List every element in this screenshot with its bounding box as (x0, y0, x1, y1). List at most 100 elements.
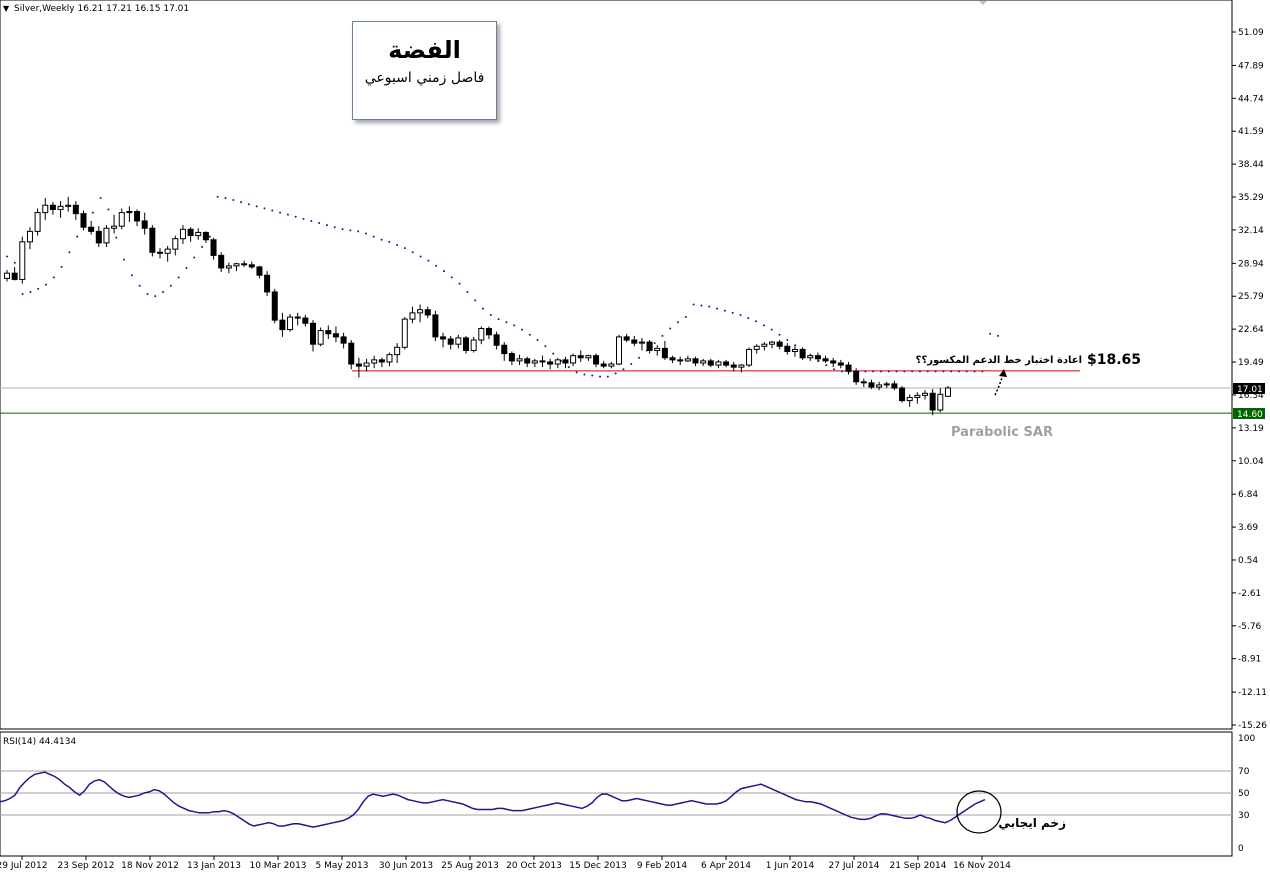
candle-body (638, 341, 645, 344)
time-tick-label: 1 Jun 2014 (766, 861, 815, 871)
candle (417, 304, 424, 323)
candle-body (65, 204, 72, 207)
sar-dot (755, 320, 758, 323)
candle-body (394, 346, 401, 356)
candle-body (899, 387, 906, 402)
candle (325, 325, 332, 339)
candle (4, 270, 10, 282)
momentum-label: زخم ايجابي (998, 816, 1066, 830)
candle-body (355, 363, 362, 367)
sar-dot (879, 370, 882, 373)
candle-body (455, 337, 462, 345)
candle (577, 350, 584, 362)
candle (554, 357, 561, 369)
shift-marker-icon[interactable] (979, 1, 987, 5)
sar-dot (466, 290, 469, 293)
candle (799, 347, 806, 360)
candle-body (700, 360, 707, 364)
candle-body (294, 316, 301, 319)
sar-dot (107, 208, 110, 211)
sar-dot (286, 213, 289, 216)
candle-body (516, 358, 523, 362)
candle-body (348, 342, 355, 365)
candle (218, 252, 225, 273)
candle (769, 341, 775, 349)
candle (730, 361, 737, 372)
sar-dot (232, 199, 235, 202)
sar-dot (778, 333, 781, 336)
candle (310, 320, 316, 352)
candle (164, 246, 171, 262)
candle-body (225, 265, 232, 269)
sar-dot (833, 368, 836, 371)
candle-body (332, 333, 339, 338)
candle-body (195, 231, 202, 237)
candle (784, 343, 791, 355)
candle-body (493, 334, 500, 346)
candle-body (363, 362, 370, 367)
candle-body (264, 274, 271, 293)
time-tick-label: 5 May 2013 (316, 861, 369, 871)
candle-body (539, 360, 546, 363)
candle (26, 227, 33, 250)
sar-dot (388, 240, 391, 243)
candle-body (42, 204, 49, 214)
candle (547, 358, 554, 370)
green-level-tag-bg (1233, 408, 1265, 419)
price-tick-label: -12.11 (1238, 688, 1267, 698)
candle-body (80, 213, 87, 228)
candle-body (210, 239, 217, 256)
sar-dot (864, 370, 867, 373)
candle (677, 356, 684, 366)
candle-body (608, 363, 615, 367)
candle (363, 358, 370, 372)
candle-body (593, 355, 600, 365)
candle (241, 260, 248, 267)
candle-body (241, 263, 248, 266)
candle (11, 266, 18, 281)
sar-dot (201, 246, 204, 249)
candle-body (845, 364, 852, 372)
sar-dot (661, 334, 664, 337)
sar-dot (638, 356, 641, 359)
sar-dot (37, 287, 40, 290)
price-tick-label: -5.76 (1238, 622, 1262, 632)
candle (134, 209, 141, 227)
candle-body (738, 364, 745, 368)
price-tick-label: 13.19 (1238, 424, 1264, 434)
retest-annotation: اعادة اختبار خط الدعم المكسور؟؟ (916, 355, 1082, 366)
candle (837, 359, 844, 369)
candle (80, 210, 87, 231)
sar-dot (528, 333, 531, 336)
candle-body (95, 230, 102, 244)
candle-body (141, 220, 148, 229)
rsi-plot-frame (0, 731, 1233, 857)
candle (294, 312, 301, 326)
sar-dot (162, 290, 165, 293)
sar-dot (918, 370, 921, 373)
time-tick-label: 16 Nov 2014 (953, 861, 1011, 871)
candle (409, 306, 416, 324)
candle (195, 228, 202, 240)
candle (891, 380, 898, 391)
retest-price-label: $18.65 (1087, 352, 1141, 368)
candle (899, 385, 906, 403)
candle-body (791, 348, 798, 353)
sar-dot (723, 309, 726, 312)
sar-dot (926, 370, 929, 373)
time-tick-label: 13 Jan 2013 (187, 861, 241, 871)
collapse-icon[interactable]: ▼ (3, 4, 10, 13)
sar-dot (497, 318, 500, 321)
price-tick-label: 16.34 (1238, 391, 1264, 401)
price-tick-label: -2.61 (1238, 589, 1261, 599)
sar-dot (536, 339, 539, 342)
candle-body (715, 361, 722, 366)
candle (616, 334, 622, 366)
candle (103, 225, 110, 248)
candle (111, 214, 118, 234)
sar-dot (965, 370, 968, 373)
sar-dot (310, 219, 313, 222)
price-tick-label: -8.91 (1238, 655, 1261, 665)
sar-dot (115, 236, 118, 239)
